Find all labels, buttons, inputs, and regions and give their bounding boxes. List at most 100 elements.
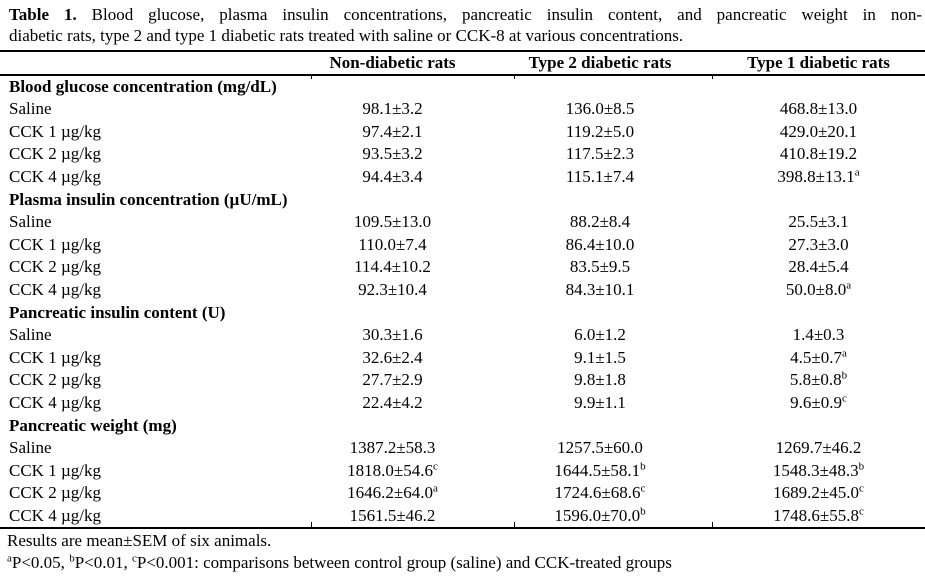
row-label: Saline [9,212,52,232]
value-cell: 1.4±0.3 [792,325,845,345]
value-cell: 9.6±0.9c [790,392,847,413]
value-cell: 136.0±8.5 [565,99,635,119]
row-label: CCK 4 µg/kg [9,280,101,300]
section-header: Pancreatic insulin content (U) [9,302,226,322]
column-header-empty [0,51,311,76]
column-separator-tick [514,521,515,527]
value-cell: 4.5±0.7a [790,347,847,367]
value-cell: 117.5±2.3 [565,144,635,164]
value-cell: 9.8±1.8 [574,370,626,390]
row-label: CCK 2 µg/kg [9,483,101,503]
value-cell: 27.7±2.9 [362,370,423,390]
column-separator-tick [712,74,713,79]
section-header-row: Plasma insulin concentration (µU/mL) [0,188,925,211]
value-cell: 83.5±9.5 [569,257,631,277]
row-label: Saline [9,99,52,119]
footnote-results: Results are mean±SEM of six animals. [7,530,272,550]
row-label: Saline [9,325,52,345]
row-label: CCK 1 µg/kg [9,121,101,141]
value-cell: 30.3±1.6 [362,325,423,345]
table-header-row: Non-diabetic rats Type 2 diabetic rats T… [0,51,925,76]
table-row: CCK 2 µg/kg 27.7±2.9 9.8±1.8 5.8±0.8b [0,369,925,392]
value-cell: 92.3±10.4 [358,280,427,300]
column-header-type1: Type 1 diabetic rats [712,51,925,76]
value-cell: 1269.7±46.2 [775,438,862,458]
value-cell: 50.0±8.0a [785,279,852,300]
table-row: CCK 1 µg/kg 97.4±2.1 119.2±5.0 429.0±20.… [0,121,925,144]
table-row: Saline 109.5±13.0 88.2±8.4 25.5±3.1 [0,211,925,234]
value-cell: 1748.6±55.8c [773,505,864,525]
table-row: CCK 2 µg/kg 93.5±3.2 117.5±2.3 410.8±19.… [0,143,925,166]
value-cell: 32.6±2.4 [362,347,423,367]
footnote-significance: aP<0.05, bP<0.01, cP<0.001: comparisons … [7,552,672,572]
value-cell: 1257.5±60.0 [557,438,643,458]
table-row: CCK 1 µg/kg 32.6±2.4 9.1±1.5 4.5±0.7a [0,347,925,370]
row-label: CCK 2 µg/kg [9,257,101,277]
row-label: CCK 1 µg/kg [9,234,101,254]
value-cell: 410.8±19.2 [779,144,858,164]
table-row: Saline 30.3±1.6 6.0±1.2 1.4±0.3 [0,324,925,347]
value-cell: 1548.3±48.3b [772,460,865,480]
section-header: Plasma insulin concentration (µU/mL) [9,189,288,209]
table-row: CCK 4 µg/kg 92.3±10.4 84.3±10.1 50.0±8.0… [0,279,925,302]
section-header: Blood glucose concentration (mg/dL) [9,77,277,96]
value-cell: 1689.2±45.0c [773,482,864,503]
value-cell: 94.4±3.4 [362,167,423,187]
row-label: CCK 2 µg/kg [9,370,101,390]
value-cell: 468.8±13.0 [779,99,858,119]
value-cell: 1561.5±46.2 [349,505,436,525]
column-separator-tick [311,521,312,527]
column-separator-tick [514,74,515,79]
column-header-non-diabetic: Non-diabetic rats [311,51,514,76]
table-caption: Table 1. Blood glucose, plasma insulin c… [0,0,925,46]
value-cell: 1818.0±54.6c [347,460,438,480]
value-cell: 109.5±13.0 [353,212,432,232]
value-cell: 97.4±2.1 [362,121,423,141]
value-cell: 98.1±3.2 [362,99,423,119]
caption-line-1: Table 1. Blood glucose, plasma insulin c… [9,4,922,25]
table-row: CCK 4 µg/kg 1561.5±46.2 1596.0±70.0b 174… [0,505,925,528]
table-row: CCK 4 µg/kg 94.4±3.4 115.1±7.4 398.8±13.… [0,166,925,189]
row-label: CCK 2 µg/kg [9,144,101,164]
table-row: CCK 1 µg/kg 110.0±7.4 86.4±10.0 27.3±3.0 [0,234,925,257]
caption-table-label: Table 1. [9,5,77,24]
caption-text: Blood glucose, plasma insulin concentrat… [91,5,922,24]
value-cell: 25.5±3.1 [788,212,849,232]
value-cell: 1646.2±64.0a [347,482,438,503]
table-row: CCK 2 µg/kg 1646.2±64.0a 1724.6±68.6c 16… [0,482,925,505]
value-cell: 28.4±5.4 [788,257,849,277]
section-header-row: Blood glucose concentration (mg/dL) [0,75,925,98]
column-separator-tick [712,521,713,527]
column-separator-tick [311,74,312,79]
column-header-type2: Type 2 diabetic rats [514,51,712,76]
value-cell: 9.9±1.1 [574,393,626,413]
row-label: CCK 1 µg/kg [9,460,101,480]
value-cell: 6.0±1.2 [574,325,626,345]
value-cell: 9.1±1.5 [574,347,626,367]
row-label: CCK 4 µg/kg [9,167,101,187]
value-cell: 88.2±8.4 [569,212,631,232]
section-header: Pancreatic weight (mg) [9,415,177,435]
table-row: CCK 2 µg/kg 114.4±10.2 83.5±9.5 28.4±5.4 [0,256,925,279]
value-cell: 1387.2±58.3 [349,438,436,458]
value-cell: 110.0±7.4 [358,234,427,254]
row-label: CCK 4 µg/kg [9,393,101,413]
table-row: Saline 1387.2±58.3 1257.5±60.0 1269.7±46… [0,437,925,460]
row-label: Saline [9,438,52,458]
value-cell: 93.5±3.2 [362,144,423,164]
caption-line-2: diabetic rats, type 2 and type 1 diabeti… [9,26,684,45]
table-row: Saline 98.1±3.2 136.0±8.5 468.8±13.0 [0,98,925,121]
section-header-row: Pancreatic weight (mg) [0,414,925,437]
row-label: CCK 4 µg/kg [9,505,101,525]
table-row: CCK 1 µg/kg 1818.0±54.6c 1644.5±58.1b 15… [0,460,925,483]
value-cell: 115.1±7.4 [565,167,635,187]
value-cell: 1724.6±68.6c [554,482,646,503]
value-cell: 119.2±5.0 [565,121,635,141]
value-cell: 1644.5±58.1b [554,460,646,480]
value-cell: 114.4±10.2 [354,257,431,277]
value-cell: 22.4±4.2 [362,393,423,413]
value-cell: 5.8±0.8b [789,369,848,390]
value-cell: 27.3±3.0 [788,234,849,254]
value-cell: 86.4±10.0 [565,234,635,254]
